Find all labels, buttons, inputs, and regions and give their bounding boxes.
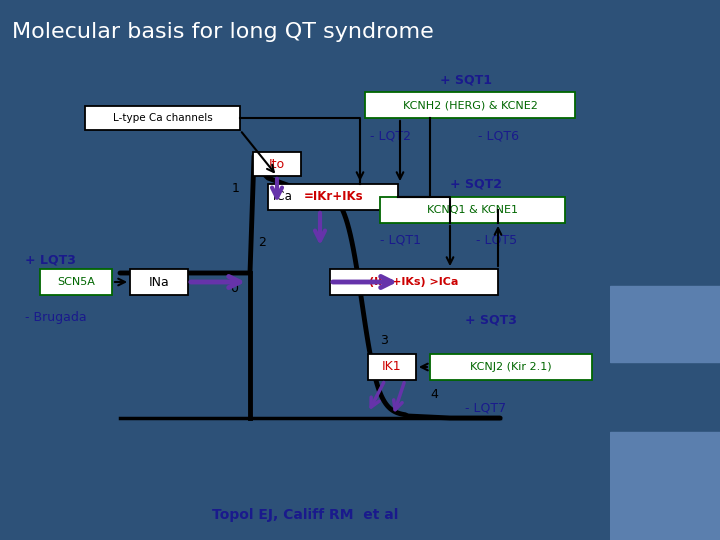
FancyBboxPatch shape — [85, 106, 240, 130]
FancyBboxPatch shape — [268, 184, 398, 210]
Text: KCNJ2 (Kir 2.1): KCNJ2 (Kir 2.1) — [470, 362, 552, 372]
Text: (IKr+IKs) >ICa: (IKr+IKs) >ICa — [369, 277, 459, 287]
Text: + SQT1: + SQT1 — [440, 73, 492, 86]
Text: + LQT3: + LQT3 — [25, 253, 76, 267]
Text: L-type Ca channels: L-type Ca channels — [112, 113, 212, 123]
Text: 3: 3 — [380, 334, 388, 347]
FancyBboxPatch shape — [40, 269, 112, 295]
Text: - Brugada: - Brugada — [25, 312, 86, 325]
Text: KCNH2 (HERG) & KCNE2: KCNH2 (HERG) & KCNE2 — [402, 100, 537, 110]
Text: Ito: Ito — [269, 158, 285, 171]
Text: INa: INa — [148, 275, 169, 288]
Text: + SQT2: + SQT2 — [450, 178, 502, 191]
FancyBboxPatch shape — [130, 269, 188, 295]
FancyBboxPatch shape — [330, 269, 498, 295]
Text: - LQT1: - LQT1 — [380, 233, 421, 246]
Text: 1: 1 — [232, 181, 240, 194]
Text: - LQT7: - LQT7 — [465, 402, 506, 415]
Text: Topol EJ, Califf RM  et al: Topol EJ, Califf RM et al — [212, 508, 398, 522]
Bar — [610, 432, 720, 540]
Text: - LQT2: - LQT2 — [370, 130, 411, 143]
FancyBboxPatch shape — [430, 354, 592, 380]
FancyBboxPatch shape — [368, 354, 416, 380]
Text: 2: 2 — [258, 237, 266, 249]
Text: IK1: IK1 — [382, 361, 402, 374]
Text: 4: 4 — [430, 388, 438, 402]
Text: + SQT3: + SQT3 — [465, 314, 517, 327]
Text: ICa: ICa — [273, 191, 296, 204]
Text: KCNQ1 & KCNE1: KCNQ1 & KCNE1 — [427, 205, 518, 215]
Text: 0: 0 — [230, 281, 238, 294]
Bar — [610, 286, 720, 362]
Text: - LQT5: - LQT5 — [476, 233, 517, 246]
Text: =IKr+IKs: =IKr+IKs — [304, 191, 364, 204]
Text: SCN5A: SCN5A — [57, 277, 95, 287]
FancyBboxPatch shape — [365, 92, 575, 118]
FancyBboxPatch shape — [380, 197, 565, 223]
Text: - LQT6: - LQT6 — [478, 130, 519, 143]
Text: Molecular basis for long QT syndrome: Molecular basis for long QT syndrome — [12, 22, 434, 42]
FancyBboxPatch shape — [253, 152, 301, 176]
